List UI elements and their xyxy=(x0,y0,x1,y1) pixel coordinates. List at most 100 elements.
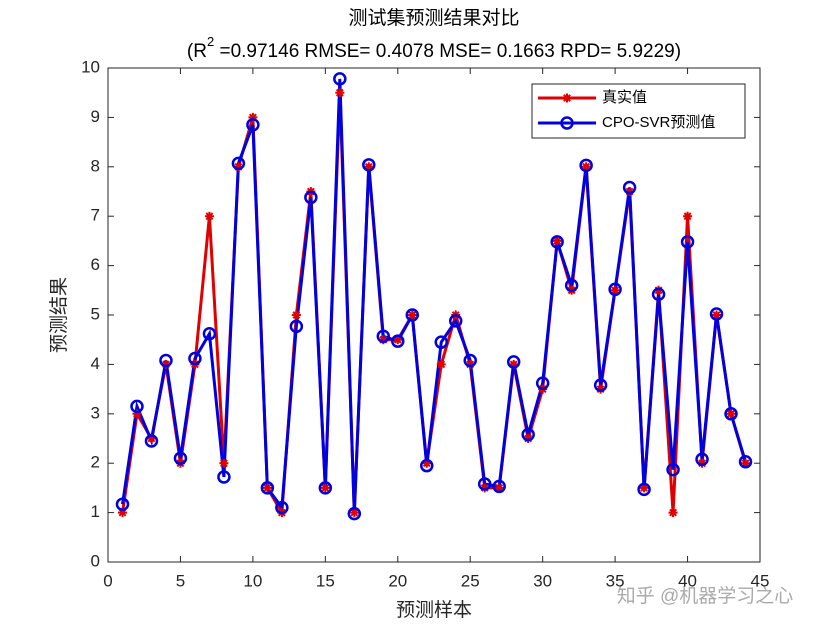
x-tick-label: 45 xyxy=(751,571,770,590)
point-marker xyxy=(625,187,635,196)
point-marker xyxy=(391,334,405,348)
point-marker xyxy=(741,458,751,468)
x-axis-label: 预测样本 xyxy=(396,599,472,621)
point-marker xyxy=(639,483,649,493)
x-tick-label: 15 xyxy=(316,571,335,590)
point-marker xyxy=(521,427,535,442)
y-tick-label: 8 xyxy=(91,156,100,175)
series-line xyxy=(121,78,747,514)
point-marker xyxy=(610,285,620,295)
legend-marker xyxy=(560,116,574,130)
x-tick-label: 10 xyxy=(243,571,262,590)
y-tick-label: 4 xyxy=(91,354,100,373)
point-marker xyxy=(219,458,229,468)
plot-area xyxy=(107,67,761,563)
legend-marker xyxy=(562,93,572,103)
point-marker xyxy=(117,508,127,518)
point-marker xyxy=(581,162,591,172)
point-marker xyxy=(349,508,359,518)
y-tick-label: 10 xyxy=(81,57,100,76)
point-marker xyxy=(393,335,403,345)
x-tick-label: 5 xyxy=(176,571,185,590)
point-marker xyxy=(593,378,608,392)
point-marker xyxy=(434,335,448,349)
point-marker xyxy=(523,434,533,443)
point-marker xyxy=(188,351,202,366)
point-marker xyxy=(463,353,477,368)
point-marker xyxy=(579,158,593,173)
point-marker xyxy=(680,235,695,249)
point-marker xyxy=(552,236,562,246)
x-tick-label: 25 xyxy=(461,571,480,590)
point-marker xyxy=(364,162,374,172)
y-axis-label: 预测结果 xyxy=(48,277,70,353)
x-tick-label: 20 xyxy=(388,571,407,590)
point-marker xyxy=(738,454,753,469)
x-tick-label: 35 xyxy=(606,571,625,590)
point-marker xyxy=(378,335,388,345)
point-marker xyxy=(668,508,678,518)
watermark: 知乎 @机器学习之心 xyxy=(617,585,794,607)
y-tick-label: 0 xyxy=(91,551,100,570)
point-marker xyxy=(173,451,188,466)
point-marker xyxy=(480,483,490,493)
point-marker xyxy=(709,307,724,321)
point-marker xyxy=(144,434,159,448)
point-marker xyxy=(115,497,130,511)
point-marker xyxy=(683,211,693,221)
point-marker xyxy=(233,162,243,172)
subtitle-part: (R xyxy=(187,41,207,62)
point-marker xyxy=(724,407,738,421)
y-tick-label: 1 xyxy=(91,502,100,521)
point-marker xyxy=(204,211,214,221)
point-marker xyxy=(550,235,564,249)
chart-subtitle: (R2 =0.97146 RMSE= 0.4078 MSE= 0.1663 RP… xyxy=(187,34,681,62)
point-marker xyxy=(564,278,579,293)
point-marker xyxy=(130,399,144,414)
point-marker xyxy=(289,319,304,334)
x-tick-label: 40 xyxy=(678,571,697,590)
point-marker xyxy=(651,287,666,302)
point-marker xyxy=(422,458,432,468)
y-tick-label: 6 xyxy=(91,255,100,274)
point-marker xyxy=(260,481,275,495)
y-tick-label: 9 xyxy=(91,107,100,126)
point-marker xyxy=(318,481,333,495)
y-tick-label: 5 xyxy=(91,304,100,323)
point-marker xyxy=(622,180,637,195)
point-marker xyxy=(436,359,446,369)
subtitle-superscript: 2 xyxy=(207,34,214,49)
point-marker xyxy=(246,118,260,132)
point-marker xyxy=(654,285,664,295)
point-marker xyxy=(407,310,417,320)
point-marker xyxy=(712,310,722,320)
point-marker xyxy=(726,409,736,419)
point-marker xyxy=(146,434,156,443)
point-marker xyxy=(320,483,330,493)
point-marker xyxy=(376,329,391,343)
point-marker xyxy=(405,308,420,322)
point-marker xyxy=(608,282,622,297)
point-marker xyxy=(304,190,318,205)
point-marker xyxy=(695,452,709,466)
point-marker xyxy=(535,376,550,390)
point-marker xyxy=(477,477,492,491)
point-marker xyxy=(637,482,651,497)
point-marker xyxy=(596,384,606,394)
point-marker xyxy=(697,458,707,468)
x-tick-label: 0 xyxy=(103,571,112,590)
point-marker xyxy=(506,355,521,369)
x-tick-label: 30 xyxy=(533,571,552,590)
point-marker xyxy=(231,156,246,171)
point-marker xyxy=(362,158,376,172)
point-marker xyxy=(333,72,347,86)
point-marker xyxy=(248,112,258,122)
point-marker xyxy=(161,359,171,369)
subtitle-part: =0.97146 RMSE= 0.4078 MSE= 0.1663 RPD= 5… xyxy=(214,41,681,62)
point-marker xyxy=(509,359,519,369)
point-marker xyxy=(217,470,231,484)
point-marker xyxy=(202,327,217,341)
point-marker xyxy=(275,500,289,515)
chart-title: 测试集预测结果对比 xyxy=(348,7,519,29)
